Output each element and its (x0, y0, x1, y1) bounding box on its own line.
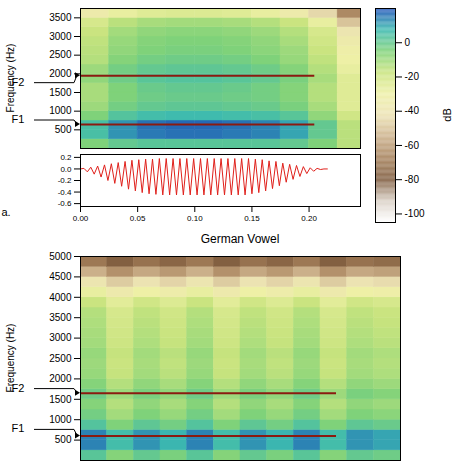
svg-text:Frequency (Hz): Frequency (Hz) (4, 323, 16, 393)
svg-text:4500: 4500 (49, 271, 72, 282)
svg-text:1000: 1000 (49, 105, 72, 116)
svg-text:a.: a. (1, 206, 10, 218)
svg-text:-0.6: -0.6 (58, 199, 72, 208)
svg-text:3500: 3500 (49, 12, 72, 23)
svg-text:0.0: 0.0 (60, 165, 72, 174)
svg-text:F2: F2 (12, 382, 25, 394)
svg-text:500: 500 (55, 124, 72, 135)
svg-text:1000: 1000 (49, 414, 72, 425)
svg-text:dB: dB (441, 108, 453, 121)
svg-text:0.15: 0.15 (244, 214, 260, 223)
svg-text:0: 0 (405, 37, 411, 48)
svg-text:2500: 2500 (49, 353, 72, 364)
svg-text:F2: F2 (12, 76, 25, 88)
svg-text:-60: -60 (405, 140, 420, 151)
svg-text:1500: 1500 (49, 87, 72, 98)
svg-text:0.20: 0.20 (301, 214, 317, 223)
svg-text:3000: 3000 (49, 31, 72, 42)
svg-text:-40: -40 (405, 105, 420, 116)
svg-text:-20: -20 (405, 71, 420, 82)
html-text:German Vowel: German Vowel (200, 232, 280, 246)
svg-text:F1: F1 (12, 113, 25, 125)
svg-text:5000: 5000 (49, 251, 72, 262)
svg-text:2000: 2000 (49, 373, 72, 384)
svg-text:0.05: 0.05 (130, 214, 146, 223)
svg-text:4000: 4000 (49, 292, 72, 303)
svg-text:0.10: 0.10 (187, 214, 203, 223)
svg-text:2000: 2000 (49, 68, 72, 79)
svg-text:-0.4: -0.4 (58, 188, 72, 197)
svg-text:Frequency (Hz): Frequency (Hz) (4, 43, 16, 113)
svg-text:-80: -80 (405, 174, 420, 185)
svg-text:3000: 3000 (49, 332, 72, 343)
svg-text:0.2: 0.2 (60, 153, 72, 162)
svg-text:F1: F1 (12, 422, 25, 434)
svg-text:500: 500 (55, 434, 72, 445)
svg-text:-100: -100 (405, 208, 425, 219)
svg-text:1500: 1500 (49, 394, 72, 405)
svg-text:-0.2: -0.2 (58, 176, 72, 185)
svg-text:0.00: 0.00 (73, 214, 89, 223)
svg-text:2500: 2500 (49, 49, 72, 60)
svg-text:3500: 3500 (49, 312, 72, 323)
